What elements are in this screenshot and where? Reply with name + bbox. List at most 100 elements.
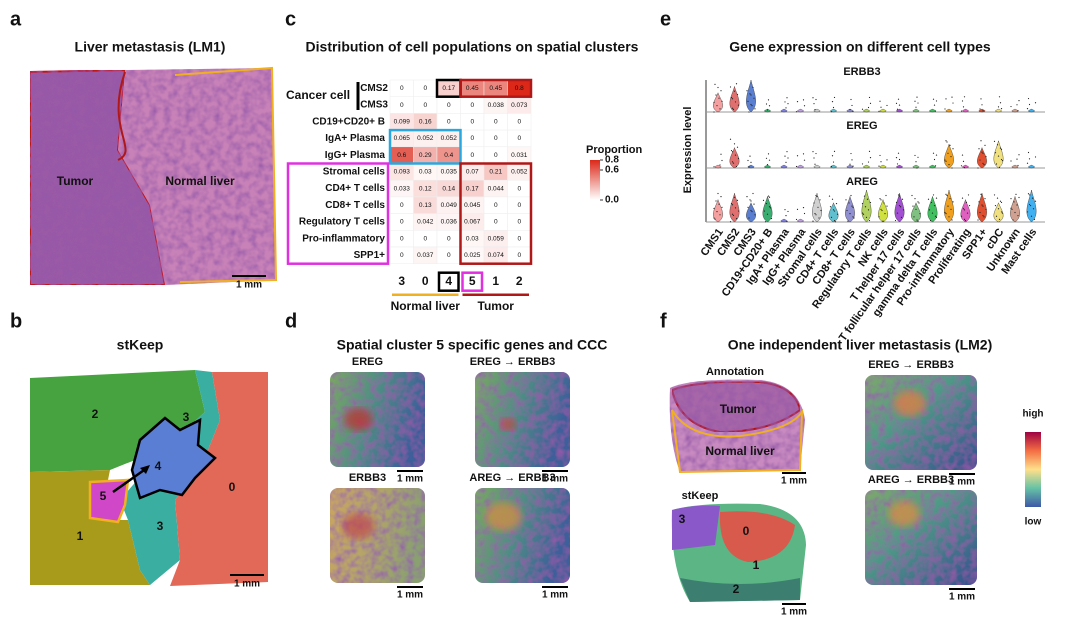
cell-dot: [984, 198, 986, 200]
cell-dot: [965, 201, 968, 204]
cell-dot: [996, 197, 999, 199]
cell-dot: [1027, 193, 1030, 195]
cell-dot: [951, 96, 953, 98]
cell-dot: [944, 108, 946, 110]
cell-dot: [998, 218, 1001, 221]
panel-title: stKeep: [117, 337, 164, 353]
violin: [995, 108, 1002, 113]
cell-dot: [1010, 207, 1012, 209]
panel-label: d: [285, 310, 297, 332]
cell-dot: [729, 221, 732, 223]
cluster-region: [30, 470, 150, 585]
cell-dot: [1026, 108, 1029, 110]
colorbar-title: Proportion: [586, 144, 642, 156]
cell-dot: [753, 203, 755, 205]
cell-dot: [935, 197, 938, 199]
cell-dot: [895, 157, 898, 159]
cell-dot: [731, 213, 734, 215]
cell-dot: [898, 204, 901, 207]
cell-dot: [802, 207, 805, 209]
cell-dot: [795, 165, 798, 168]
cell-value: 0.045: [464, 202, 481, 209]
cell-dot: [766, 164, 769, 166]
violin: [879, 164, 887, 169]
cell-dot: [1010, 160, 1012, 162]
violin: [797, 164, 804, 169]
cell-dot: [979, 211, 981, 214]
cell-value: 0.17: [466, 185, 479, 192]
cell-dot: [898, 158, 901, 161]
cell-dot: [813, 103, 815, 105]
hotspot: [893, 390, 926, 417]
cell-dot: [748, 166, 750, 168]
cell-dot: [899, 206, 902, 208]
cell-dot: [735, 165, 738, 168]
cell-value: 0.025: [464, 252, 481, 259]
cell-dot: [863, 195, 866, 197]
cell-dot: [784, 101, 786, 103]
cell-dot: [803, 159, 806, 161]
cell-dot: [768, 206, 771, 208]
cell-dot: [1017, 164, 1019, 167]
scale-bar-label: 1 mm: [781, 607, 807, 618]
image-title: Annotation: [706, 366, 764, 378]
cell-dot: [715, 94, 717, 96]
cell-dot: [765, 157, 768, 159]
cell-dot: [913, 216, 915, 218]
cell-dot: [813, 157, 815, 159]
violin: [780, 164, 788, 169]
cell-dot: [1027, 97, 1030, 100]
violin: [713, 198, 723, 223]
image-title: AREG → ERBB3: [868, 474, 954, 486]
cell-dot: [999, 147, 1002, 149]
arrow: [112, 466, 148, 494]
cell-dot: [998, 166, 1001, 168]
cell-dot: [766, 213, 769, 215]
cell-dot: [977, 219, 979, 221]
cell-dot: [765, 103, 768, 105]
cell-dot: [850, 194, 852, 197]
cell-dot: [734, 101, 737, 103]
highlight-box: [459, 78, 533, 98]
cell-value: 0: [494, 152, 498, 159]
cell-dot: [812, 151, 814, 153]
cell-dot: [721, 159, 723, 162]
violin: [960, 198, 971, 223]
cell-dot: [869, 201, 872, 204]
cell-dot: [737, 104, 740, 106]
violin: [729, 146, 740, 169]
cell-value: 0: [517, 219, 521, 226]
cell-dot: [802, 99, 805, 101]
cell-dot: [886, 159, 888, 161]
violin: [879, 108, 887, 113]
cell-dot: [980, 193, 982, 195]
cell-value: 0: [423, 235, 427, 242]
cell-dot: [1017, 110, 1019, 112]
cell-dot: [951, 219, 953, 221]
cell-dot: [949, 198, 951, 200]
cell-dot: [919, 213, 921, 215]
cell-dot: [768, 159, 771, 161]
violin: [912, 164, 920, 169]
cell-dot: [1016, 158, 1018, 160]
cell-dot: [962, 160, 965, 162]
cell-dot: [820, 209, 822, 212]
violin: [746, 202, 756, 223]
cell-dot: [968, 204, 971, 207]
cell-dot: [911, 194, 913, 197]
cell-dot: [847, 220, 849, 222]
cell-dot: [737, 157, 740, 160]
cell-dot: [963, 209, 966, 211]
cell-dot: [998, 96, 1001, 98]
cell-dot: [719, 164, 721, 166]
cell-dot: [912, 205, 914, 207]
violin: [812, 193, 822, 223]
violin: [945, 108, 953, 113]
cell-dot: [733, 143, 736, 145]
row-label: CD4+ T cells: [325, 183, 385, 194]
spatial-map: [865, 375, 977, 470]
cell-dot: [851, 104, 853, 107]
gene-name: AREG: [846, 176, 878, 188]
cell-dot: [916, 167, 918, 169]
cell-dot: [1033, 218, 1036, 221]
